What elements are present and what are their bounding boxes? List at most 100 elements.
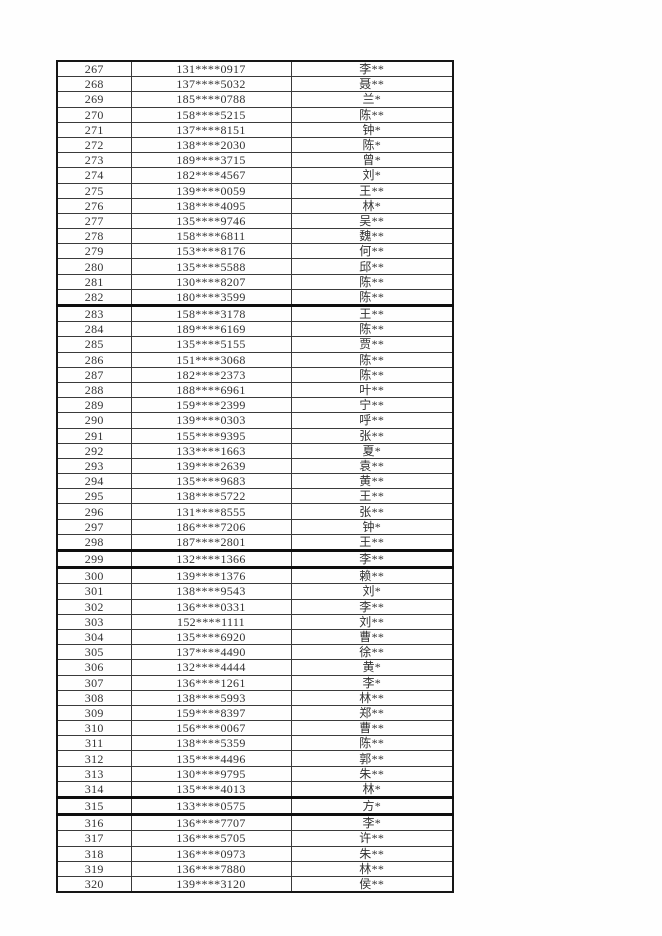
phone-cell: 137****4490 xyxy=(130,644,292,661)
table-row: 284 189****6169 陈** xyxy=(56,321,454,338)
name-cell: 陈** xyxy=(290,288,454,307)
name-cell: 朱** xyxy=(290,765,454,782)
row-number-cell: 293 xyxy=(56,457,132,475)
phone-cell: 158****6811 xyxy=(130,228,292,245)
phone-cell: 135****5588 xyxy=(130,258,292,275)
phone-cell: 135****4496 xyxy=(130,750,292,767)
phone-cell: 135****5155 xyxy=(130,336,292,353)
table-row: 307 136****1261 李* xyxy=(56,674,454,691)
row-number-cell: 273 xyxy=(56,152,132,169)
name-cell: 林* xyxy=(290,197,454,214)
row-number-cell: 269 xyxy=(56,91,132,108)
row-number-cell: 297 xyxy=(56,518,132,535)
table-row: 270 158****5215 陈** xyxy=(56,106,454,123)
row-number-cell: 300 xyxy=(56,566,132,585)
name-cell: 李** xyxy=(290,548,454,569)
name-cell: 张** xyxy=(290,503,454,520)
phone-cell: 133****1663 xyxy=(130,442,292,459)
phone-cell: 155****9395 xyxy=(130,427,292,444)
phone-cell: 186****7206 xyxy=(130,518,292,535)
name-cell: 林** xyxy=(290,689,454,706)
name-cell: 李* xyxy=(290,813,454,832)
row-number-cell: 288 xyxy=(56,381,132,399)
table-row: 317 136****5705 许** xyxy=(56,830,454,847)
row-number-cell: 281 xyxy=(56,273,132,290)
row-number-cell: 299 xyxy=(56,548,132,569)
table-row: 278 158****6811 魏** xyxy=(56,228,454,245)
row-number-cell: 267 xyxy=(56,60,132,78)
row-number-cell: 309 xyxy=(56,704,132,722)
phone-cell: 189****6169 xyxy=(130,321,292,338)
name-cell: 刘* xyxy=(290,167,454,184)
table-row: 275 139****0059 王** xyxy=(56,182,454,199)
name-cell: 陈** xyxy=(290,351,454,368)
name-cell: 王** xyxy=(290,533,454,552)
table-row: 277 135****9746 吴** xyxy=(56,212,454,230)
phone-cell: 138****4095 xyxy=(130,197,292,214)
table-row: 286 151****3068 陈** xyxy=(56,351,454,368)
row-number-cell: 289 xyxy=(56,397,132,414)
name-cell: 钟* xyxy=(290,121,454,138)
name-cell: 郭** xyxy=(290,750,454,767)
row-number-cell: 295 xyxy=(56,488,132,505)
phone-cell: 136****5705 xyxy=(130,830,292,847)
table-row: 318 136****0973 朱** xyxy=(56,845,454,862)
name-cell: 林** xyxy=(290,860,454,877)
name-cell: 呼** xyxy=(290,412,454,429)
row-number-cell: 271 xyxy=(56,121,132,138)
row-number-cell: 294 xyxy=(56,473,132,490)
name-cell: 朱** xyxy=(290,845,454,862)
table-body: 267 131****0917 李** 268 137****5032 聂** 269 185… xyxy=(56,60,454,893)
phone-cell: 138****9543 xyxy=(130,583,292,600)
row-number-cell: 313 xyxy=(56,765,132,782)
phone-cell: 136****0331 xyxy=(130,598,292,615)
table-row: 319 136****7880 林** xyxy=(56,860,454,877)
phone-cell: 130****8207 xyxy=(130,273,292,290)
name-cell: 侯** xyxy=(290,875,454,893)
name-cell: 宁** xyxy=(290,397,454,414)
table-row: 301 138****9543 刘* xyxy=(56,583,454,600)
table-row: 281 130****8207 陈** xyxy=(56,273,454,290)
phone-cell: 188****6961 xyxy=(130,381,292,399)
row-number-cell: 315 xyxy=(56,795,132,816)
phone-cell: 135****9683 xyxy=(130,473,292,490)
row-number-cell: 275 xyxy=(56,182,132,199)
phone-cell: 137****8151 xyxy=(130,121,292,138)
table-row: 320 139****3120 侯** xyxy=(56,875,454,893)
row-number-cell: 305 xyxy=(56,644,132,661)
row-number-cell: 298 xyxy=(56,533,132,552)
row-number-cell: 287 xyxy=(56,366,132,383)
name-cell: 陈** xyxy=(290,735,454,752)
row-number-cell: 320 xyxy=(56,875,132,893)
name-cell: 陈* xyxy=(290,136,454,154)
row-number-cell: 301 xyxy=(56,583,132,600)
name-cell: 李* xyxy=(290,674,454,691)
row-number-cell: 283 xyxy=(56,303,132,323)
phone-cell: 136****1261 xyxy=(130,674,292,691)
row-number-cell: 306 xyxy=(56,659,132,676)
row-number-cell: 311 xyxy=(56,735,132,752)
table-row: 300 139****1376 赖** xyxy=(56,566,454,585)
name-cell: 聂** xyxy=(290,76,454,93)
phone-cell: 136****0973 xyxy=(130,845,292,862)
phone-cell: 185****0788 xyxy=(130,91,292,108)
phone-cell: 133****0575 xyxy=(130,795,292,816)
table-row: 306 132****4444 黄* xyxy=(56,659,454,676)
table-row: 274 182****4567 刘* xyxy=(56,167,454,184)
phone-cell: 187****2801 xyxy=(130,533,292,552)
table-row: 271 137****8151 钟* xyxy=(56,121,454,138)
row-number-cell: 278 xyxy=(56,228,132,245)
phone-cell: 152****1111 xyxy=(130,613,292,630)
table-row: 297 186****7206 钟* xyxy=(56,518,454,535)
table-row: 303 152****1111 刘** xyxy=(56,613,454,630)
name-cell: 钟* xyxy=(290,518,454,535)
row-number-cell: 282 xyxy=(56,288,132,307)
phone-cell: 158****5215 xyxy=(130,106,292,123)
table-row: 290 139****0303 呼** xyxy=(56,412,454,429)
name-cell: 袁** xyxy=(290,457,454,475)
phone-cell: 139****2639 xyxy=(130,457,292,475)
table-row: 298 187****2801 王** xyxy=(56,533,454,552)
row-number-cell: 274 xyxy=(56,167,132,184)
name-cell: 陈** xyxy=(290,321,454,338)
